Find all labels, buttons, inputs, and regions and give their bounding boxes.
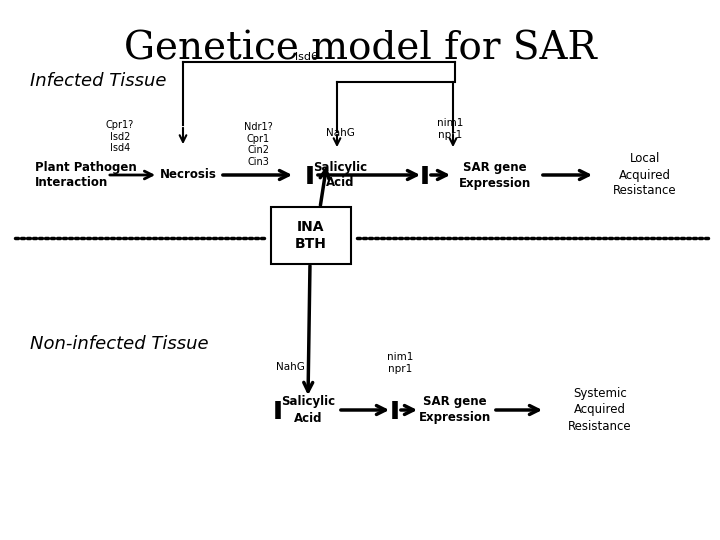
Text: INA
BTH: INA BTH [295,220,327,251]
Text: nim1
npr1: nim1 npr1 [437,118,463,140]
Text: Salicylic
Acid: Salicylic Acid [281,395,335,424]
Text: NahG: NahG [325,128,354,138]
Text: Ndr1?
Cpr1
Cin2
Cin3: Ndr1? Cpr1 Cin2 Cin3 [243,122,272,167]
Text: NahG: NahG [276,362,305,372]
Text: Infected Tissue: Infected Tissue [30,72,166,90]
Text: SAR gene
Expression: SAR gene Expression [459,160,531,190]
Text: Necrosis: Necrosis [160,168,217,181]
Text: Systemic
Acquired
Resistance: Systemic Acquired Resistance [568,388,632,433]
Text: nim1
npr1: nim1 npr1 [387,353,413,374]
FancyBboxPatch shape [271,207,351,264]
Text: Plant Pathogen
Interaction: Plant Pathogen Interaction [35,160,137,190]
Text: Salicylic
Acid: Salicylic Acid [313,160,367,190]
Text: Genetice model for SAR: Genetice model for SAR [124,30,596,67]
Text: Non-infected Tissue: Non-infected Tissue [30,335,209,353]
Text: SAR gene
Expression: SAR gene Expression [419,395,491,424]
Text: Local
Acquired
Resistance: Local Acquired Resistance [613,152,677,198]
Text: lsd6: lsd6 [295,52,318,62]
Text: Cpr1?
Isd2
Isd4: Cpr1? Isd2 Isd4 [106,120,134,153]
